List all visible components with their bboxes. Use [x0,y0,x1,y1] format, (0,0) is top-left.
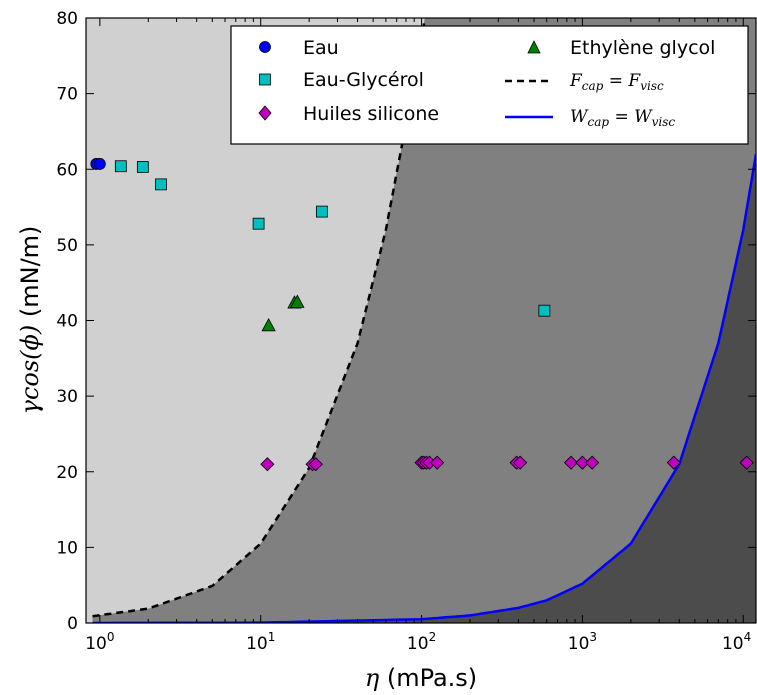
y-tick-label: 40 [56,312,78,332]
legend-marker-triangle [527,40,541,54]
legend-marker-square [259,73,271,86]
model-curves [92,18,756,623]
point-eau-glycerol [315,205,328,218]
y-axis-symbol: γcos(ϕ) [16,325,44,415]
legend-entry-eau: Eau [259,37,339,59]
legend-marker-circle [259,41,271,53]
y-tick-label: 0 [67,614,78,634]
point-eau-glycerol [252,217,265,230]
y-tick-label: 30 [56,387,78,407]
y-tick-label: 70 [56,85,78,105]
legend-entry-eau-glycerol: Eau-Glycérol [259,69,424,91]
legend-marker-diamond [258,105,272,121]
legend-label-fcap-fvisc: Fcap = Fvisc [569,71,664,93]
y-tick-label: 60 [56,160,78,180]
legend-box [230,25,749,145]
legend-entry-ethylene-glycol: Ethylène glycol [527,37,715,59]
point-huiles-silicone [739,455,754,470]
x-axis: 100 101 102 103 104 [85,18,751,654]
x-tick-label: 102 [407,630,436,654]
y-axis: 0 10 20 30 40 50 60 70 80 [56,9,756,634]
x-axis-title: η (mPa.s) [365,664,477,692]
point-huiles-silicone [430,455,445,470]
y-tick-label: 50 [56,236,78,256]
legend-label-ethylene-glycol: Ethylène glycol [570,37,715,59]
point-huiles-silicone [260,457,275,472]
point-huiles-silicone [308,457,323,472]
x-tick-label: 104 [722,630,751,654]
x-tick-label: 103 [568,630,597,654]
point-eau [93,158,106,170]
point-huiles-silicone [666,455,681,470]
legend-entry-huiles-silicone: Huiles silicone [258,103,439,125]
data-points [90,158,754,472]
point-huiles-silicone [513,455,528,470]
legend-entry-wcap-wvisc: Wcap = Wvisc [505,107,675,129]
region-dark [92,154,756,623]
point-ethylene-glycol [261,317,276,332]
point-eau-glycerol [538,304,551,317]
x-tick-label: 100 [85,630,114,654]
point-huiles-silicone [575,455,590,470]
y-axis-unit: (mN/m) [16,226,44,325]
curve-wcap-wvisc [92,153,756,623]
point-eau-glycerol [114,160,127,173]
point-eau-glycerol [155,178,167,191]
x-axis-symbol: η [365,664,380,692]
point-huiles-silicone [585,455,600,470]
point-eau-glycerol [136,161,149,173]
legend-label-eau-glycerol: Eau-Glycérol [303,69,424,91]
y-tick-label: 10 [56,538,78,558]
x-tick-label: 101 [246,630,275,654]
legend-label-huiles-silicone: Huiles silicone [303,103,439,125]
x-axis-unit: (mPa.s) [379,664,477,692]
point-huiles-silicone [563,455,579,470]
legend: Eau Eau-Glycérol Huiles silicone Ethylèn… [230,25,749,145]
point-ethylene-glycol [290,294,305,308]
y-axis-title: γcos(ϕ) (mN/m) [16,226,44,415]
legend-entry-fcap-fvisc: Fcap = Fvisc [505,71,664,93]
legend-label-wcap-wvisc: Wcap = Wvisc [570,107,675,129]
y-tick-label: 80 [56,9,78,29]
region-medium [92,18,756,623]
y-tick-label: 20 [56,463,78,483]
curve-fcap-fvisc [92,18,426,618]
legend-label-eau: Eau [303,37,339,59]
